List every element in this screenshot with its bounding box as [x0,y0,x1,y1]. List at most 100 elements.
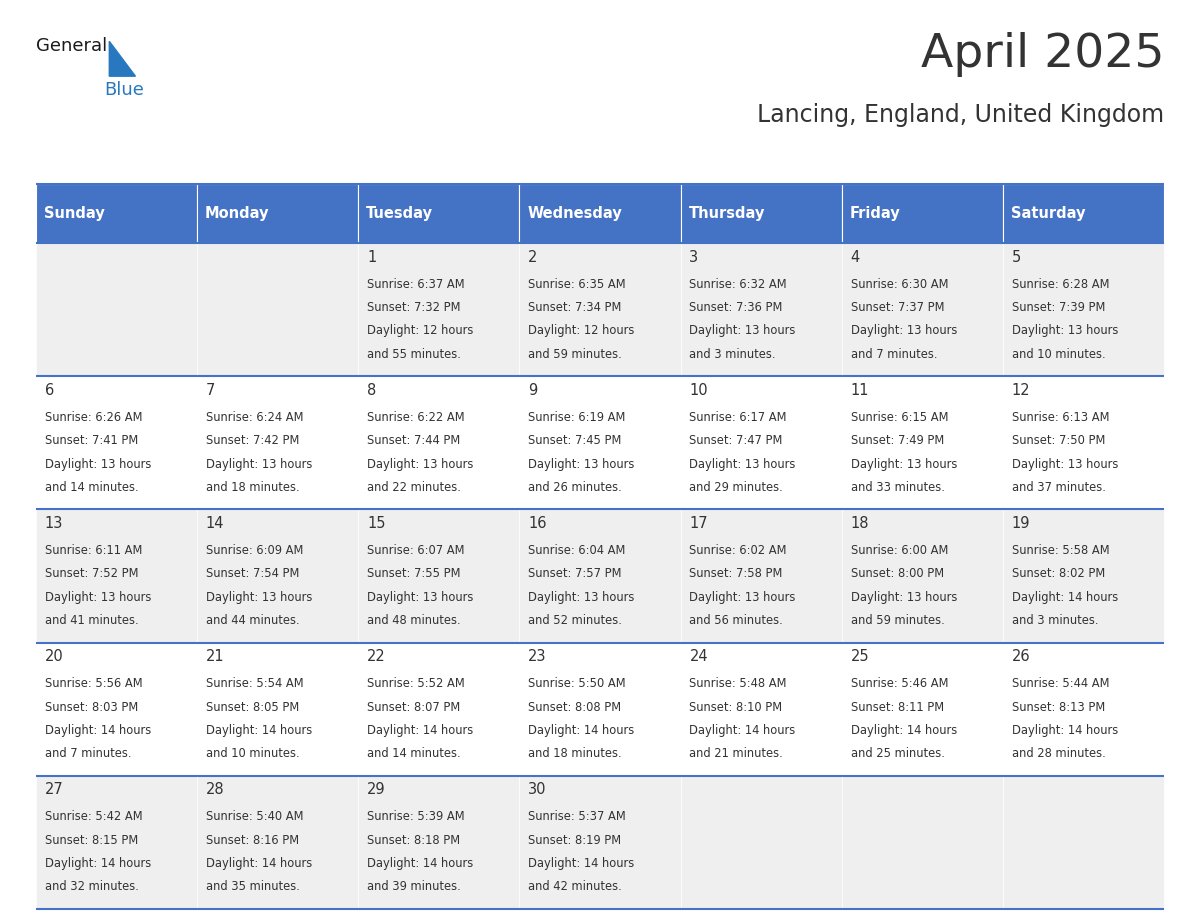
Text: Daylight: 13 hours: Daylight: 13 hours [206,590,312,604]
Text: Sunset: 8:19 PM: Sunset: 8:19 PM [529,834,621,846]
Text: and 26 minutes.: and 26 minutes. [529,481,623,494]
Text: Daylight: 14 hours: Daylight: 14 hours [44,723,151,737]
FancyBboxPatch shape [519,376,681,509]
Text: and 39 minutes.: and 39 minutes. [367,880,461,893]
Text: 27: 27 [44,782,63,798]
FancyBboxPatch shape [842,776,1003,909]
FancyBboxPatch shape [1003,243,1164,376]
FancyBboxPatch shape [1003,776,1164,909]
FancyBboxPatch shape [36,184,197,243]
Text: and 48 minutes.: and 48 minutes. [367,614,461,627]
Text: and 25 minutes.: and 25 minutes. [851,747,944,760]
Text: Sunset: 8:03 PM: Sunset: 8:03 PM [44,700,138,713]
Text: and 59 minutes.: and 59 minutes. [529,348,623,361]
Text: and 7 minutes.: and 7 minutes. [44,747,131,760]
FancyBboxPatch shape [842,376,1003,509]
Text: Sunrise: 5:56 AM: Sunrise: 5:56 AM [44,677,143,690]
Text: Sunrise: 6:09 AM: Sunrise: 6:09 AM [206,544,303,557]
FancyBboxPatch shape [36,776,197,909]
Text: 9: 9 [529,383,537,398]
Text: 19: 19 [1012,516,1030,532]
FancyBboxPatch shape [358,776,519,909]
Text: 1: 1 [367,250,377,265]
Text: Sunrise: 5:42 AM: Sunrise: 5:42 AM [44,811,143,823]
FancyBboxPatch shape [519,776,681,909]
Text: Daylight: 14 hours: Daylight: 14 hours [1012,590,1118,604]
Text: Sunset: 8:16 PM: Sunset: 8:16 PM [206,834,299,846]
Text: Sunrise: 6:02 AM: Sunrise: 6:02 AM [689,544,786,557]
Text: 17: 17 [689,516,708,532]
Text: and 18 minutes.: and 18 minutes. [529,747,621,760]
Text: Sunset: 8:08 PM: Sunset: 8:08 PM [529,700,621,713]
Text: and 37 minutes.: and 37 minutes. [1012,481,1106,494]
Text: and 29 minutes.: and 29 minutes. [689,481,783,494]
Text: Sunrise: 6:37 AM: Sunrise: 6:37 AM [367,278,465,291]
Text: 26: 26 [1012,649,1030,665]
Text: 23: 23 [529,649,546,665]
Text: 28: 28 [206,782,225,798]
Text: Sunset: 7:34 PM: Sunset: 7:34 PM [529,301,621,314]
Text: Daylight: 14 hours: Daylight: 14 hours [367,723,473,737]
Text: Sunset: 7:36 PM: Sunset: 7:36 PM [689,301,783,314]
Text: 24: 24 [689,649,708,665]
Text: Sunrise: 5:50 AM: Sunrise: 5:50 AM [529,677,626,690]
FancyBboxPatch shape [358,243,519,376]
FancyBboxPatch shape [842,509,1003,643]
Text: and 55 minutes.: and 55 minutes. [367,348,461,361]
Text: 8: 8 [367,383,377,398]
Text: Sunrise: 5:40 AM: Sunrise: 5:40 AM [206,811,303,823]
Text: Sunrise: 5:46 AM: Sunrise: 5:46 AM [851,677,948,690]
Text: Daylight: 14 hours: Daylight: 14 hours [367,856,473,870]
Text: Daylight: 13 hours: Daylight: 13 hours [851,324,958,338]
Text: Sunset: 8:18 PM: Sunset: 8:18 PM [367,834,460,846]
FancyBboxPatch shape [1003,643,1164,776]
Text: Sunset: 8:05 PM: Sunset: 8:05 PM [206,700,299,713]
FancyBboxPatch shape [1003,184,1164,243]
FancyBboxPatch shape [681,509,842,643]
Text: Sunrise: 6:32 AM: Sunrise: 6:32 AM [689,278,786,291]
Text: Tuesday: Tuesday [366,206,434,221]
Text: Sunset: 7:44 PM: Sunset: 7:44 PM [367,434,460,447]
FancyBboxPatch shape [842,643,1003,776]
Text: Sunrise: 5:39 AM: Sunrise: 5:39 AM [367,811,465,823]
Text: 15: 15 [367,516,385,532]
Text: Sunset: 7:39 PM: Sunset: 7:39 PM [1012,301,1105,314]
FancyBboxPatch shape [519,184,681,243]
Text: and 28 minutes.: and 28 minutes. [1012,747,1106,760]
Text: Sunset: 8:07 PM: Sunset: 8:07 PM [367,700,460,713]
Text: 18: 18 [851,516,870,532]
Text: Daylight: 13 hours: Daylight: 13 hours [851,590,958,604]
Text: Sunrise: 6:13 AM: Sunrise: 6:13 AM [1012,411,1110,424]
Text: Daylight: 13 hours: Daylight: 13 hours [529,457,634,471]
Text: Daylight: 13 hours: Daylight: 13 hours [206,457,312,471]
Text: Sunrise: 5:37 AM: Sunrise: 5:37 AM [529,811,626,823]
Text: Sunset: 7:45 PM: Sunset: 7:45 PM [529,434,621,447]
Text: Sunset: 7:49 PM: Sunset: 7:49 PM [851,434,944,447]
Text: Daylight: 13 hours: Daylight: 13 hours [367,590,473,604]
Text: 11: 11 [851,383,870,398]
FancyBboxPatch shape [36,509,197,643]
Text: Sunrise: 5:54 AM: Sunrise: 5:54 AM [206,677,303,690]
Text: Daylight: 13 hours: Daylight: 13 hours [851,457,958,471]
Text: and 7 minutes.: and 7 minutes. [851,348,937,361]
Text: 29: 29 [367,782,386,798]
Text: 20: 20 [44,649,63,665]
Text: and 56 minutes.: and 56 minutes. [689,614,783,627]
Text: Daylight: 13 hours: Daylight: 13 hours [1012,324,1118,338]
Text: 7: 7 [206,383,215,398]
Text: Sunrise: 6:04 AM: Sunrise: 6:04 AM [529,544,626,557]
Text: and 44 minutes.: and 44 minutes. [206,614,299,627]
FancyBboxPatch shape [1003,376,1164,509]
Text: and 59 minutes.: and 59 minutes. [851,614,944,627]
Text: Sunrise: 6:17 AM: Sunrise: 6:17 AM [689,411,786,424]
Text: and 35 minutes.: and 35 minutes. [206,880,299,893]
Text: Sunrise: 6:19 AM: Sunrise: 6:19 AM [529,411,626,424]
Text: and 52 minutes.: and 52 minutes. [529,614,623,627]
FancyBboxPatch shape [681,643,842,776]
Text: Daylight: 14 hours: Daylight: 14 hours [206,856,312,870]
FancyBboxPatch shape [519,643,681,776]
Text: Sunrise: 5:58 AM: Sunrise: 5:58 AM [1012,544,1110,557]
Text: Sunrise: 5:44 AM: Sunrise: 5:44 AM [1012,677,1110,690]
Text: Sunset: 8:15 PM: Sunset: 8:15 PM [44,834,138,846]
Text: Blue: Blue [105,81,145,99]
